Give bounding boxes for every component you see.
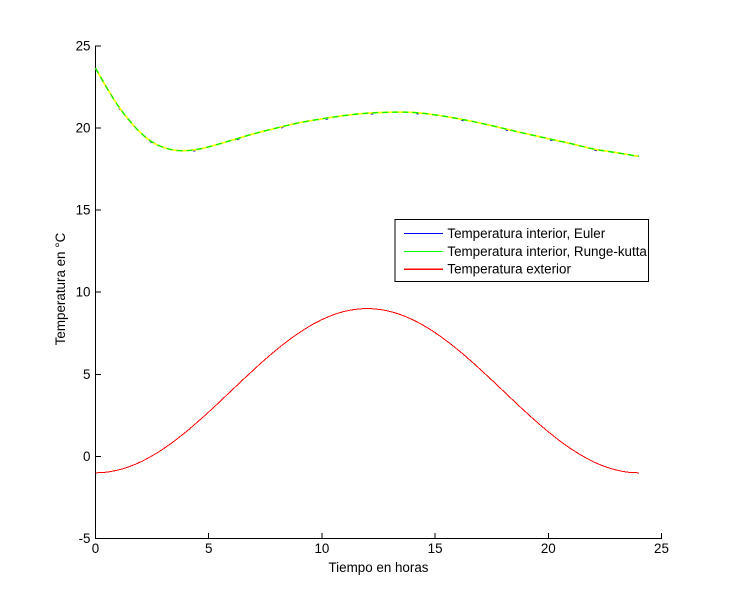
svg-text:Temperatura exterior: Temperatura exterior [447,262,571,277]
svg-text:20: 20 [541,541,556,556]
svg-text:Temperatura interior, Euler: Temperatura interior, Euler [447,226,605,241]
svg-text:15: 15 [428,541,443,556]
svg-text:25: 25 [76,38,91,53]
svg-text:25: 25 [654,541,669,556]
svg-text:Tiempo en horas: Tiempo en horas [329,560,429,575]
svg-text:10: 10 [76,285,91,300]
svg-text:5: 5 [205,541,212,556]
svg-text:15: 15 [76,203,91,218]
svg-text:0: 0 [92,541,99,556]
svg-text:20: 20 [76,121,91,136]
svg-text:Temperatura interior, Runge-ku: Temperatura interior, Runge-kutta [447,244,647,259]
svg-text:10: 10 [314,541,329,556]
svg-text:-5: -5 [79,531,91,546]
svg-text:0: 0 [83,449,90,464]
svg-text:Temperatura en °C: Temperatura en °C [53,232,68,345]
svg-text:5: 5 [83,367,90,382]
